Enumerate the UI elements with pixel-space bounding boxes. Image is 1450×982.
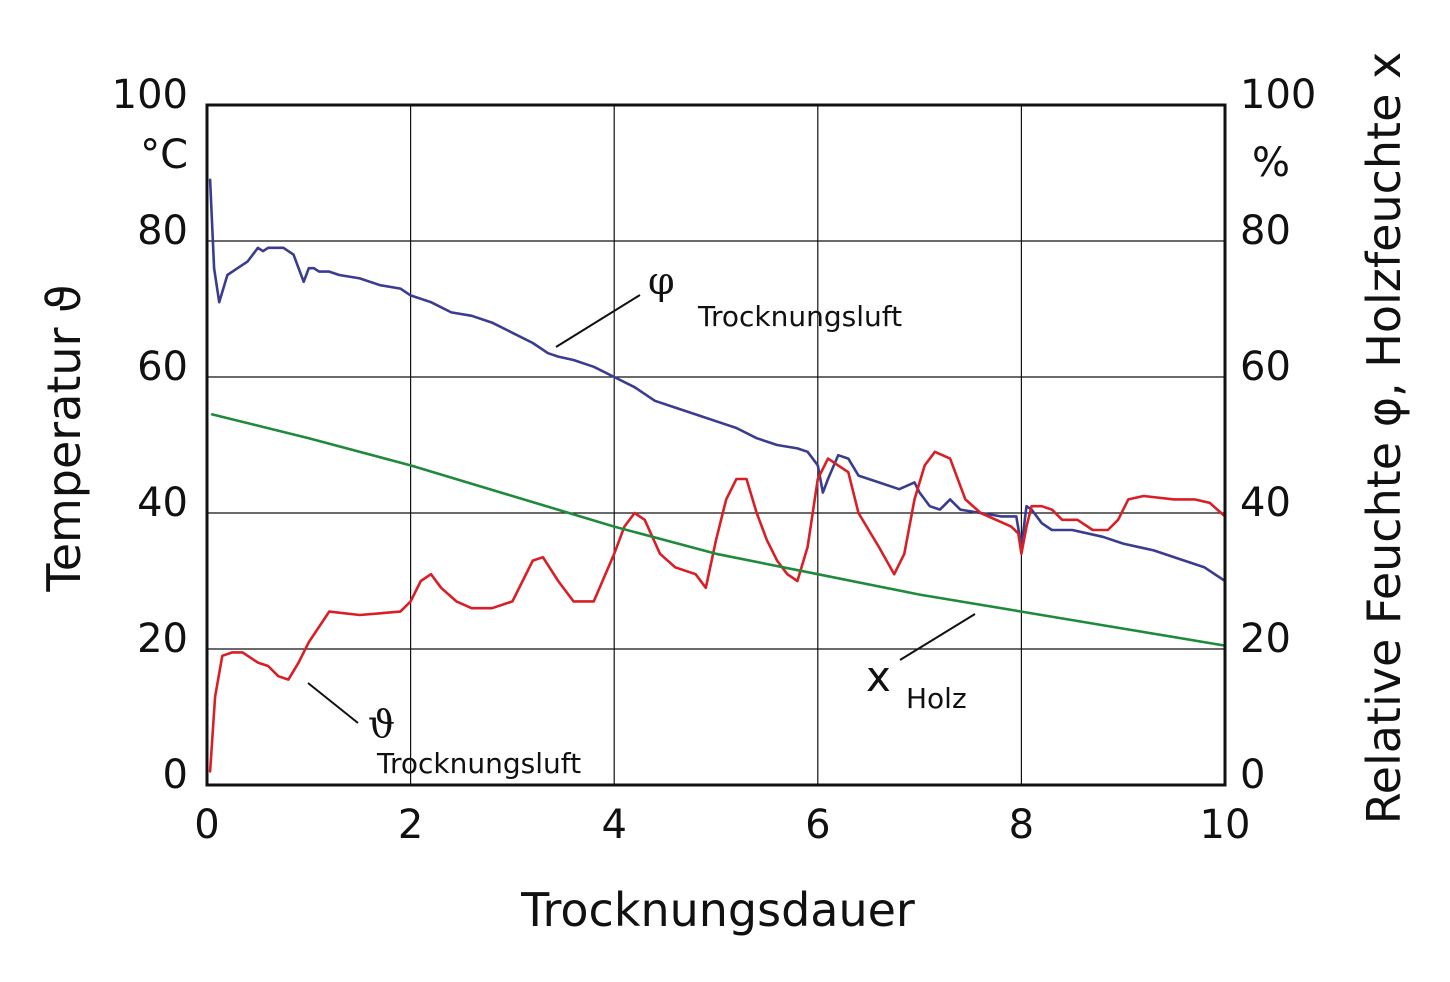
y-tick-label-left: 60	[137, 344, 188, 390]
y-ticks-right: 0 20 40 60 80 100	[1240, 72, 1316, 798]
x-axis-title: Trocknungsdauer	[520, 883, 915, 937]
series-line-relative-humidity	[208, 178, 1227, 583]
y-tick-label-right: 0	[1240, 752, 1265, 798]
y-tick-label-right: 40	[1240, 480, 1291, 526]
annotation-phi-symbol: φ	[648, 259, 675, 303]
annotation-x-symbol: x	[866, 652, 891, 701]
y-tick-label-left: 0	[163, 752, 188, 798]
y-axis-title-left: Temperatur ϑ	[37, 284, 91, 592]
annotation-theta-subscript: Trocknungsluft	[376, 747, 581, 780]
x-ticks: 0 2 4 6 8 10	[194, 802, 1250, 848]
annotation-phi-subscript: Trocknungsluft	[697, 300, 902, 333]
y-tick-label-left: 80	[137, 208, 188, 254]
x-tick-label: 2	[398, 802, 423, 848]
y-ticks-left: 0 20 40 60 80 100	[112, 72, 188, 798]
leader-line-theta	[307, 682, 359, 724]
x-tick-label: 0	[194, 802, 219, 848]
leader-line-x	[899, 613, 976, 661]
leader-line-phi	[555, 294, 641, 348]
series-layer	[208, 178, 1227, 773]
x-tick-label: 8	[1009, 802, 1034, 848]
y-axis-title-right: Relative Feuchte φ, Holzfeuchte x	[1357, 52, 1411, 824]
y-tick-label-left: 100	[112, 72, 188, 118]
annotation-x-subscript: Holz	[906, 682, 967, 715]
annotation-theta-symbol: ϑ	[368, 702, 395, 746]
y-tick-label-left: 20	[137, 616, 188, 662]
y-tick-label-right: 80	[1240, 208, 1291, 254]
x-tick-label: 4	[601, 802, 626, 848]
y-tick-label-left: 40	[137, 480, 188, 526]
plot-frame	[205, 103, 1227, 787]
series-line-temperature	[208, 450, 1227, 773]
y-tick-label-right: 100	[1240, 72, 1316, 118]
unit-left: °C	[140, 132, 188, 178]
unit-right: %	[1252, 140, 1290, 186]
x-tick-label: 6	[805, 802, 830, 848]
y-tick-label-right: 60	[1240, 344, 1291, 390]
y-tick-label-right: 20	[1240, 616, 1291, 662]
series-line-wood-moisture	[210, 413, 1227, 647]
grid	[207, 105, 1225, 785]
x-tick-label: 10	[1200, 802, 1251, 848]
